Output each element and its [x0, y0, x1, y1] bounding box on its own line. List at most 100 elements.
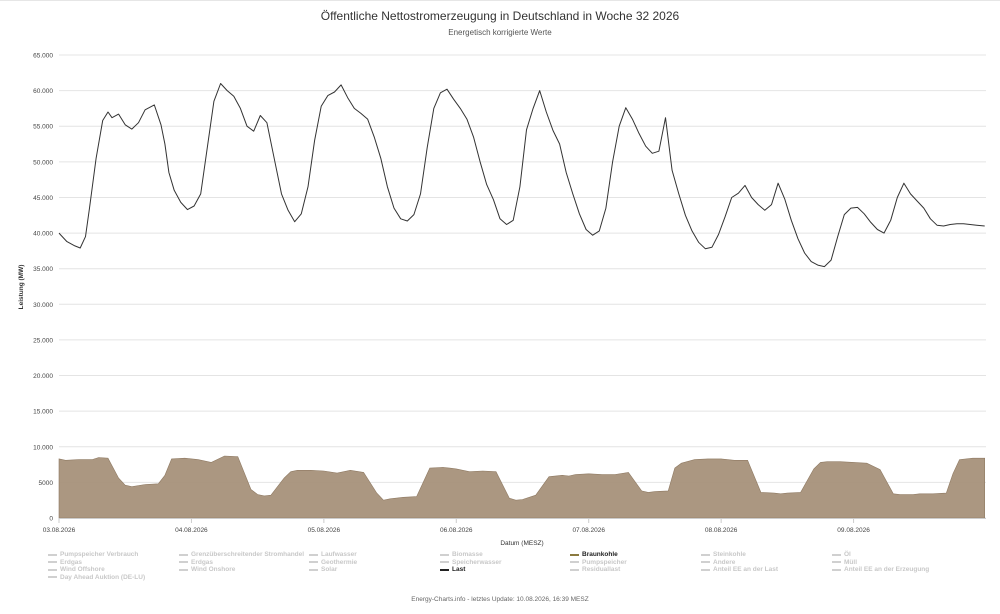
legend-item[interactable]: Laufwasser: [309, 551, 357, 558]
y-tick-label: 65.000: [33, 53, 53, 60]
legend-item[interactable]: Steinkohle: [701, 551, 746, 558]
legend-swatch: [832, 553, 841, 556]
y-tick-label: 20.000: [33, 373, 53, 380]
legend-label: Geothermie: [321, 558, 358, 566]
legend-label: Müll: [844, 558, 857, 566]
legend-item[interactable]: Wind Onshore: [179, 566, 235, 573]
grid-lines: [59, 54, 986, 519]
x-tick-label: 04.08.2026: [175, 527, 208, 534]
legend-swatch: [701, 568, 710, 571]
axis-layer: 0 5000 10.000 15.000 20.000 25.000 30.000 35.00…: [33, 53, 986, 534]
legend-swatch: [48, 576, 57, 579]
x-tick-label: 07.08.2026: [572, 527, 605, 534]
legend-swatch: [48, 568, 57, 571]
series-line-last: [58, 83, 985, 268]
legend-swatch: [570, 568, 579, 571]
legend-label: Day Ahead Auktion (DE-LU): [60, 573, 146, 581]
legend-item[interactable]: Biomasse: [440, 551, 483, 558]
y-tick-label: 50.000: [33, 159, 53, 166]
legend-label: Öl: [844, 551, 851, 558]
legend-swatch: [570, 561, 579, 564]
legend-item[interactable]: Wind Offshore: [48, 566, 105, 573]
legend-item[interactable]: Geothermie: [309, 559, 357, 566]
legend-item[interactable]: Müll: [832, 559, 857, 566]
y-tick-label: 0: [49, 516, 53, 523]
top-border: [0, 0, 1000, 1]
x-tick-label: 08.08.2026: [705, 527, 738, 534]
legend-label: Solar: [321, 566, 338, 574]
legend-swatch: [832, 561, 841, 564]
legend-label: Biomasse: [452, 551, 483, 558]
legend-label: Pumpspeicher: [582, 558, 627, 566]
y-tick-label: 45.000: [33, 195, 53, 202]
chart-subtitle: Energetisch korrigierte Werte: [448, 28, 552, 37]
footer-update-note: Energy-Charts.info - letztes Update: 10.…: [411, 596, 589, 603]
legend-label: Residuallast: [582, 566, 621, 574]
x-tick-label: 09.08.2026: [837, 527, 870, 534]
legend-label: Anteil EE an der Last: [713, 566, 779, 574]
legend-label: Grenzüberschreitender Stromhandel: [191, 551, 305, 558]
y-axis-label: Leistung (MW): [18, 265, 25, 310]
legend-label: Anteil EE an der Erzeugung: [844, 566, 930, 574]
legend-item[interactable]: Braunkohle: [570, 551, 618, 558]
series-area-braunkohle: [58, 455, 985, 519]
legend-swatch: [309, 568, 318, 571]
legend-swatch: [48, 561, 57, 564]
legend-item[interactable]: Pumpspeicher: [570, 559, 627, 566]
legend-label: Last: [452, 566, 466, 574]
legend-label: Steinkohle: [713, 551, 746, 558]
legend-swatch: [179, 561, 188, 564]
legend-swatch: [179, 568, 188, 571]
x-tick-label: 03.08.2026: [43, 527, 76, 534]
legend-swatch: [701, 553, 710, 556]
legend-swatch: [440, 568, 449, 571]
legend-swatch: [701, 561, 710, 564]
x-tick-label: 05.08.2026: [308, 527, 341, 534]
legend-item[interactable]: Anteil EE an der Last: [701, 566, 778, 573]
legend-item[interactable]: Solar: [309, 566, 337, 573]
y-tick-label: 25.000: [33, 337, 53, 344]
legend-label: Wind Offshore: [60, 566, 105, 574]
legend-label: Speicherwasser: [452, 558, 502, 566]
y-tick-label: 40.000: [33, 231, 53, 238]
legend-swatch: [440, 553, 449, 556]
legend-label: Laufwasser: [321, 551, 357, 558]
legend-item[interactable]: Residuallast: [570, 566, 620, 573]
legend-swatch: [832, 568, 841, 571]
legend-swatch: [440, 561, 449, 564]
legend-item[interactable]: Andere: [701, 559, 735, 566]
y-tick-label: 5000: [39, 480, 54, 487]
y-tick-label: 35.000: [33, 266, 53, 273]
legend-item[interactable]: Erdgas: [48, 559, 82, 566]
legend-item[interactable]: Last: [440, 566, 465, 573]
chart-title: Öffentliche Nettostromerzeugung in Deuts…: [320, 9, 680, 23]
legend-label: Erdgas: [191, 558, 214, 566]
legend-swatch: [48, 553, 57, 556]
x-tick-label: 06.08.2026: [440, 527, 473, 534]
line-series-layer: [58, 83, 985, 268]
legend-label: Erdgas: [60, 558, 83, 566]
legend: Pumpspeicher Verbrauch Grenzüberschreiten…: [48, 551, 988, 585]
legend-item[interactable]: Erdgas: [179, 559, 213, 566]
x-axis-label: Datum (MESZ): [500, 540, 543, 547]
legend-item[interactable]: Öl: [832, 551, 851, 558]
legend-label: Wind Onshore: [191, 566, 236, 574]
y-tick-label: 10.000: [33, 444, 53, 451]
legend-label: Andere: [713, 558, 736, 566]
y-tick-label: 60.000: [33, 88, 53, 95]
legend-label: Pumpspeicher Verbrauch: [60, 551, 139, 558]
legend-swatch: [309, 553, 318, 556]
legend-item[interactable]: Day Ahead Auktion (DE-LU): [48, 574, 145, 581]
legend-swatch: [179, 553, 188, 556]
y-tick-label: 15.000: [33, 409, 53, 416]
legend-swatch: [570, 553, 579, 556]
y-tick-label: 30.000: [33, 302, 53, 309]
legend-swatch: [309, 561, 318, 564]
legend-item[interactable]: Pumpspeicher Verbrauch: [48, 551, 138, 558]
y-tick-label: 55.000: [33, 124, 53, 131]
legend-item[interactable]: Anteil EE an der Erzeugung: [832, 566, 929, 573]
area-series-layer: [58, 455, 985, 519]
legend-item[interactable]: Speicherwasser: [440, 559, 502, 566]
legend-item[interactable]: Grenzüberschreitender Stromhandel: [179, 551, 304, 558]
